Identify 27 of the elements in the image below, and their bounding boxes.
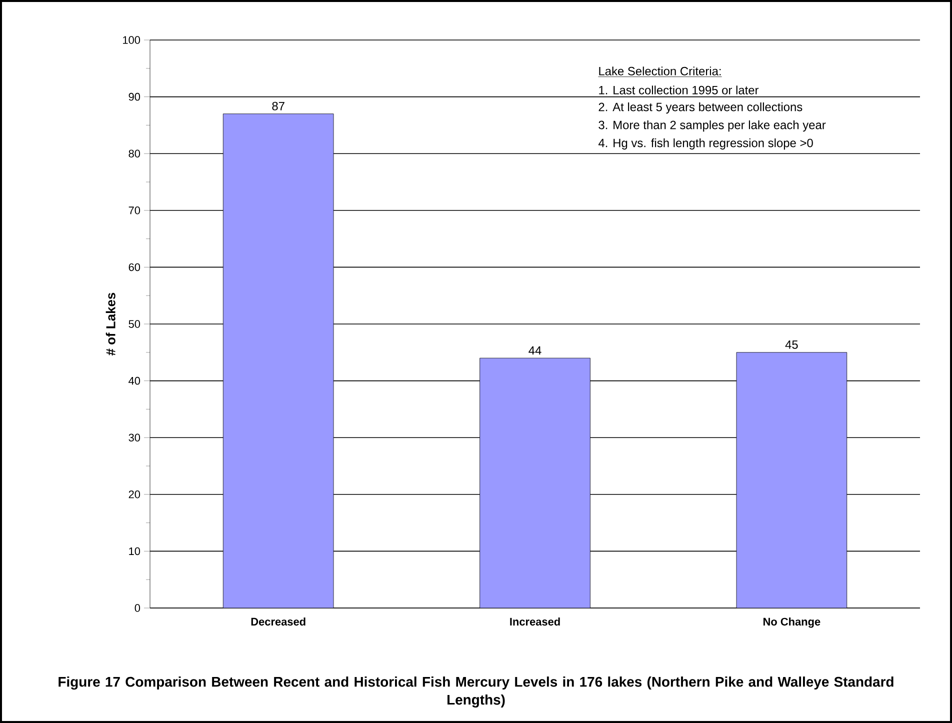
y-tick-label: 30 bbox=[128, 434, 140, 442]
y-tick-label: 20 bbox=[128, 490, 140, 498]
annotation: 1. Last collection 1995 or later bbox=[599, 86, 759, 94]
data-label: 87 bbox=[272, 102, 284, 110]
annotation: 4. Hg vs. fish length regression slope >0 bbox=[598, 138, 813, 150]
y-tick-label: 80 bbox=[128, 150, 140, 158]
bar bbox=[736, 352, 848, 608]
bar bbox=[223, 114, 334, 608]
annotation: 2. At least 5 years between collections bbox=[598, 102, 802, 114]
y-tick-label: 60 bbox=[128, 263, 140, 272]
x-tick-label: Decreased bbox=[251, 618, 306, 626]
annotation: Lake Selection Criteria: bbox=[599, 66, 721, 76]
y-tick-label: 90 bbox=[128, 92, 140, 101]
x-tick-label: No Change bbox=[763, 618, 820, 628]
y-tick-label: 100 bbox=[123, 36, 140, 44]
y-tick-label: 70 bbox=[128, 206, 140, 214]
y-axis-title: # of Lakes bbox=[106, 292, 116, 356]
y-tick-label: 10 bbox=[129, 547, 140, 556]
annotation: 3. More than 2 samples per lake each year bbox=[598, 120, 826, 132]
data-label: 45 bbox=[785, 340, 798, 349]
y-tick-label: 50 bbox=[128, 320, 140, 328]
data-label: 44 bbox=[528, 346, 542, 355]
y-tick-label: 0 bbox=[134, 604, 140, 612]
bar bbox=[480, 358, 590, 608]
y-tick-label: 40 bbox=[128, 376, 140, 385]
caption: Figure 17 Comparison Between Recent and Historical Fish Mercury Levels in 176 lakes (Northern Pike and Walleye Standard Lengths) bbox=[58, 676, 894, 708]
x-tick-label: Increased bbox=[510, 618, 560, 626]
